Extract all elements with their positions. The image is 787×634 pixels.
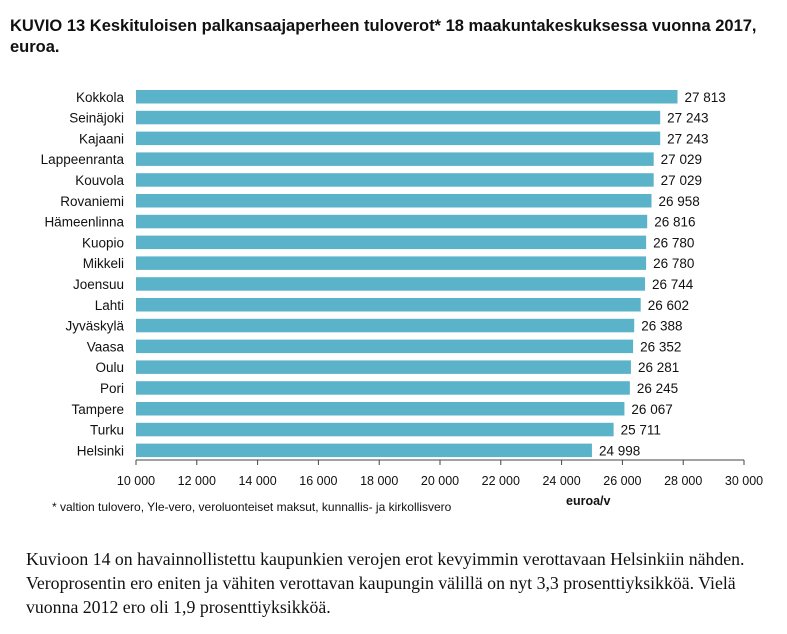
value-label-rovaniemi: 26 958 — [659, 194, 700, 209]
bar-kouvola — [136, 173, 654, 187]
value-label-lahti: 26 602 — [648, 298, 689, 313]
value-label-kajaani: 27 243 — [667, 131, 708, 146]
bar-oulu — [136, 360, 631, 374]
value-label-kokkola: 27 813 — [685, 90, 726, 105]
value-label-lappeenranta: 27 029 — [661, 152, 702, 167]
x-tick-label: 20 000 — [421, 474, 459, 488]
value-label-oulu: 26 281 — [638, 360, 679, 375]
value-label-vaasa: 26 352 — [640, 339, 681, 354]
bar-hämeenlinna — [136, 214, 648, 229]
category-label-vaasa: Vaasa — [87, 339, 125, 354]
x-tick-label: 18 000 — [360, 474, 398, 488]
x-tick-label: 26 000 — [603, 474, 641, 488]
bar-kuopio — [136, 235, 647, 250]
category-label-jyväskylä: Jyväskylä — [65, 319, 124, 334]
bar-lahti — [136, 298, 641, 312]
footnote: * valtion tulovero, Yle-vero, veroluonte… — [52, 500, 452, 514]
category-label-kouvola: Kouvola — [75, 173, 124, 188]
value-label-turku: 25 711 — [621, 423, 661, 438]
value-label-tampere: 26 067 — [631, 402, 672, 417]
value-label-mikkeli: 26 780 — [653, 256, 694, 271]
category-label-rovaniemi: Rovaniemi — [60, 194, 124, 209]
x-tick-label: 12 000 — [178, 474, 216, 488]
x-axis: 10 000 12 000 14 000 16 000 18 000 20 000 22 0… — [117, 459, 763, 488]
category-label-joensuu: Joensuu — [73, 277, 124, 292]
category-label-pori: Pori — [100, 381, 124, 396]
category-label-hämeenlinna: Hämeenlinna — [44, 215, 124, 230]
value-label-seinäjoki: 27 243 — [667, 111, 708, 126]
value-label-kuopio: 26 780 — [653, 235, 694, 250]
value-label-joensuu: 26 744 — [652, 277, 694, 292]
category-label-kuopio: Kuopio — [82, 235, 124, 250]
category-label-mikkeli: Mikkeli — [83, 256, 124, 271]
bar-tampere — [136, 402, 625, 416]
x-axis-label: euroa/v — [566, 494, 611, 508]
x-tick-label: 16 000 — [299, 474, 337, 488]
bar-rovaniemi — [136, 194, 652, 208]
body-paragraph: Kuvioon 14 on havainnollistettu kaupunki… — [26, 549, 745, 617]
bar-kokkola — [136, 90, 678, 104]
x-tick-label: 28 000 — [664, 474, 702, 488]
category-label-seinäjoki: Seinäjoki — [69, 111, 124, 126]
bar-helsinki — [136, 443, 592, 458]
bar-kajaani — [136, 131, 661, 146]
category-label-kajaani: Kajaani — [79, 131, 124, 146]
x-tick-label: 24 000 — [542, 474, 580, 488]
category-label-lahti: Lahti — [95, 298, 124, 313]
bar-turku — [136, 422, 614, 437]
category-label-oulu: Oulu — [95, 360, 124, 375]
bar-joensuu — [136, 277, 646, 291]
value-label-helsinki: 24 998 — [599, 443, 640, 458]
value-label-hämeenlinna: 26 816 — [654, 215, 695, 230]
bar-mikkeli — [136, 256, 647, 270]
value-label-kouvola: 27 029 — [661, 173, 702, 188]
category-label-tampere: Tampere — [71, 402, 124, 417]
category-label-lappeenranta: Lappeenranta — [41, 152, 125, 167]
value-label-jyväskylä: 26 388 — [641, 319, 682, 334]
value-label-pori: 26 245 — [637, 381, 678, 396]
x-tick-label: 30 000 — [725, 474, 763, 488]
bar-seinäjoki — [136, 110, 661, 125]
category-label-helsinki: Helsinki — [77, 443, 124, 458]
bar-vaasa — [136, 339, 634, 354]
bar-jyväskylä — [136, 318, 635, 333]
category-label-turku: Turku — [90, 423, 124, 438]
x-tick-label: 10 000 — [117, 474, 155, 488]
x-tick-label: 22 000 — [482, 474, 520, 488]
category-label-kokkola: Kokkola — [76, 90, 125, 105]
bar-pori — [136, 381, 630, 395]
bar-lappeenranta — [136, 152, 654, 166]
x-tick-label: 14 000 — [238, 474, 276, 488]
bars-layer: Kokkola 27 813 Seinäjoki 27 243 Kajaani 27 24… — [41, 90, 726, 459]
chart-title: KUVIO 13 Keskituloisen palkansaajaperhee… — [10, 17, 757, 56]
